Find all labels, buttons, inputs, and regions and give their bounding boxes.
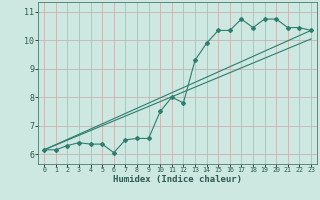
X-axis label: Humidex (Indice chaleur): Humidex (Indice chaleur) <box>113 175 242 184</box>
